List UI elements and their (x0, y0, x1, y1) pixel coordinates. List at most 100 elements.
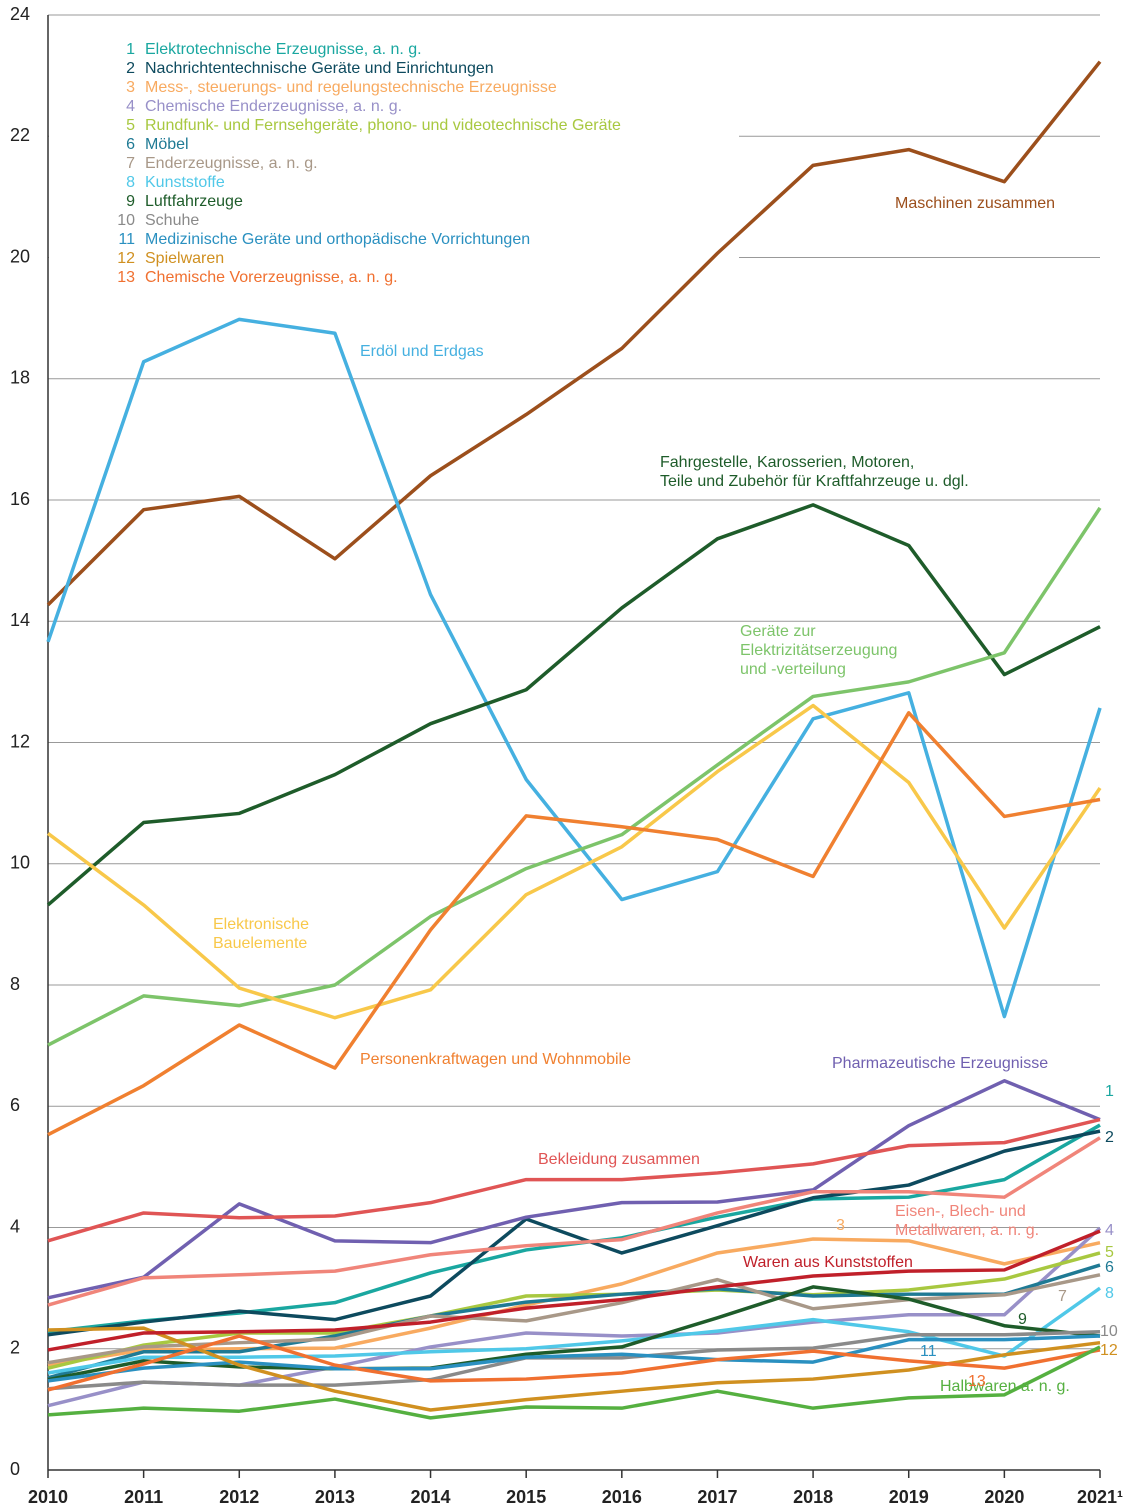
series-label: Geräte zur (740, 623, 816, 640)
series-line (47, 1273, 1101, 1365)
legend-label: Nachrichtentechnische Geräte und Einrich… (145, 60, 494, 77)
legend-label: Spielwaren (145, 250, 224, 267)
series-label: Eisen-, Blech- und (895, 1203, 1026, 1220)
y-tick-label: 20 (10, 246, 30, 266)
legend-number: 2 (126, 60, 135, 77)
legend-number: 9 (126, 193, 135, 210)
x-tick-label: 2021¹ (1077, 1487, 1123, 1507)
y-tick-label: 6 (10, 1095, 20, 1115)
x-tick-label: 2015 (506, 1487, 546, 1507)
legend-number: 4 (126, 98, 135, 115)
series-line (47, 1251, 1101, 1370)
legend-number: 8 (126, 174, 135, 191)
series-number: 8 (1105, 1285, 1114, 1302)
legend-label: Schuhe (145, 212, 199, 229)
series-label: Pharmazeutische Erzeugnisse (832, 1055, 1048, 1072)
series-line (47, 1285, 1101, 1382)
y-tick-label: 24 (10, 4, 30, 24)
legend-label: Chemische Enderzeugnisse, a. n. g. (145, 98, 402, 115)
x-tick-label: 2013 (315, 1487, 355, 1507)
series-line (46, 703, 1102, 1020)
legend-number: 3 (126, 79, 135, 96)
legend-number: 10 (117, 212, 135, 229)
legend-label: Enderzeugnisse, a. n. g. (145, 155, 318, 172)
y-tick-label: 14 (10, 610, 30, 630)
legend-label: Medizinische Geräte und orthopädische Vo… (145, 231, 530, 248)
series-line (47, 1330, 1101, 1391)
series-line (47, 1334, 1101, 1383)
legend-label: Kunststoffe (145, 174, 225, 191)
x-tick-label: 2012 (219, 1487, 259, 1507)
x-tick-label: 2020 (984, 1487, 1024, 1507)
series-line (47, 1345, 1101, 1420)
x-tick-label: 2016 (602, 1487, 642, 1507)
y-tick-label: 18 (10, 368, 30, 388)
series-line (46, 60, 1102, 607)
series-label: Elektrizitätserzeugung (740, 642, 897, 659)
series-line (47, 1129, 1101, 1337)
series-number: 9 (1018, 1311, 1027, 1328)
series-number: 12 (1100, 1342, 1118, 1359)
series-number: 11 (920, 1343, 937, 1360)
series-label: Elektronische (213, 916, 309, 933)
series-label: Bekleidung zusammen (538, 1151, 700, 1168)
series-line (46, 503, 1101, 907)
series-line (47, 1117, 1101, 1243)
y-tick-label: 12 (10, 731, 30, 751)
series-line (46, 317, 1102, 1019)
y-tick-label: 16 (10, 489, 30, 509)
series-label: Maschinen zusammen (895, 195, 1055, 212)
legend-label: Luftfahrzeuge (145, 193, 243, 210)
series-line (47, 711, 1101, 1137)
series-line (47, 506, 1102, 1047)
legend-label: Rundfunk- und Fernsehgeräte, phono- und … (145, 117, 621, 134)
series-line (47, 1136, 1101, 1307)
series-label: und -verteilung (740, 661, 846, 678)
series-label: Waren aus Kunststoffen (743, 1254, 913, 1271)
legend-background (49, 38, 739, 290)
legend-label: Mess-, steuerungs- und regelungstechnisc… (145, 79, 557, 96)
series-number: 5 (1105, 1244, 1114, 1261)
y-tick-label: 4 (10, 1216, 20, 1236)
y-tick-label: 8 (10, 974, 20, 994)
series-line (47, 1326, 1101, 1412)
x-tick-label: 2011 (124, 1487, 163, 1507)
legend-number: 12 (117, 250, 135, 267)
legend-label: Möbel (145, 136, 189, 153)
series-number: 1 (1105, 1083, 1114, 1100)
series-number: 2 (1105, 1129, 1114, 1146)
legend-number: 13 (117, 269, 135, 286)
series-number: 7 (1058, 1288, 1067, 1305)
series-label: Bauelemente (213, 935, 307, 952)
series-label: Erdöl und Erdgas (360, 343, 484, 360)
legend-number: 7 (126, 155, 135, 172)
x-tick-label: 2010 (28, 1487, 68, 1507)
series-number: 4 (1105, 1222, 1114, 1239)
series-number: 13 (968, 1373, 986, 1390)
x-tick-label: 2014 (411, 1487, 451, 1507)
x-tick-label: 2017 (697, 1487, 737, 1507)
series-line (47, 1263, 1101, 1380)
legend-number: 1 (126, 41, 135, 58)
x-tick-label: 2019 (889, 1487, 929, 1507)
series-label: Fahrgestelle, Karosserien, Motoren, (660, 454, 914, 471)
series-line (47, 1334, 1101, 1392)
y-tick-label: 0 (10, 1459, 20, 1479)
series-number: 3 (836, 1217, 845, 1234)
legend-number: 6 (126, 136, 135, 153)
y-tick-label: 10 (10, 853, 30, 873)
legend-number: 5 (126, 117, 135, 134)
y-tick-label: 22 (10, 125, 30, 145)
series-label: Teile und Zubehör für Kraftfahrzeuge u. … (660, 473, 969, 490)
series-line (47, 1229, 1101, 1352)
legend-number: 11 (118, 231, 135, 248)
y-tick-label: 2 (10, 1338, 20, 1358)
x-tick-label: 2018 (793, 1487, 833, 1507)
series-label: Personenkraftwagen und Wohnmobile (360, 1051, 631, 1068)
series-label: Metallwaren, a. n. g. (895, 1222, 1039, 1239)
legend-label: Chemische Vorerzeugnisse, a. n. g. (145, 269, 398, 286)
series-number: 10 (1100, 1323, 1118, 1340)
legend-label: Elektrotechnische Erzeugnisse, a. n. g. (145, 41, 422, 58)
series-label: Halbwaren a. n. g. (940, 1378, 1070, 1395)
